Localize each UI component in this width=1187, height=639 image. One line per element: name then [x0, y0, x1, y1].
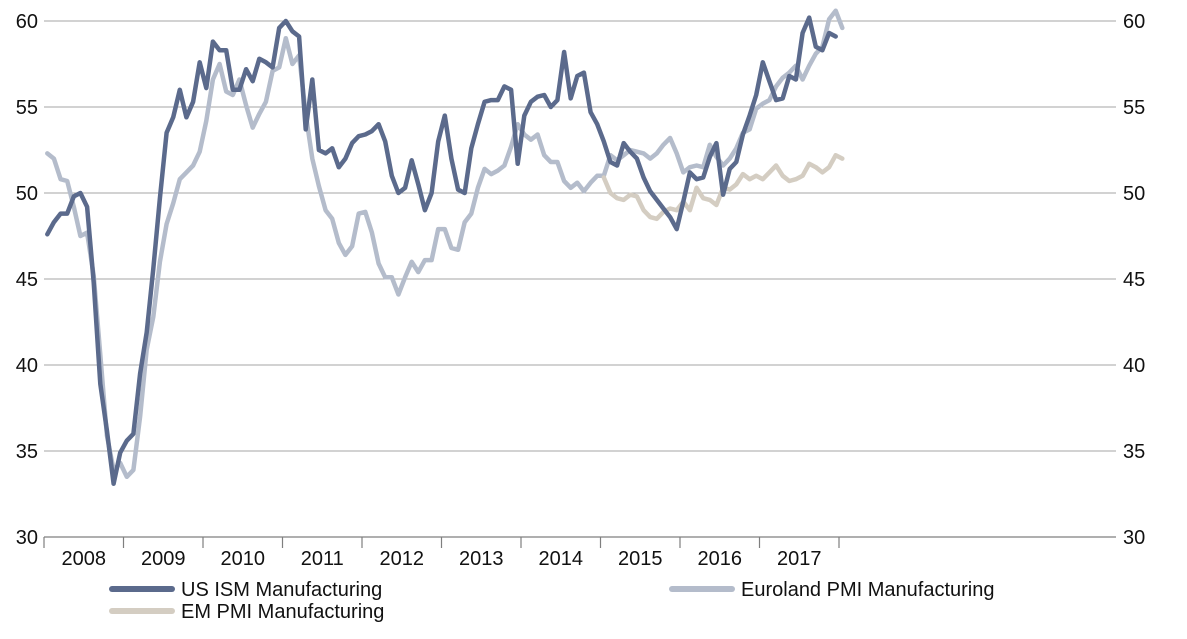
- x-tick-label: 2010: [221, 548, 266, 570]
- legend-item-em-pmi: EM PMI Manufacturing: [109, 601, 384, 623]
- x-tick-label: 2016: [698, 548, 743, 570]
- gridlines: [44, 20, 1116, 452]
- x-tick-label: 2009: [141, 548, 186, 570]
- x-tick-label: 2015: [618, 548, 663, 570]
- x-axis: [43, 536, 1116, 548]
- x-tick-label: 2013: [459, 548, 504, 570]
- legend-label-em-pmi: EM PMI Manufacturing: [181, 601, 384, 623]
- y-tick-label-left: 45: [16, 269, 38, 291]
- y-tick-label-right: 55: [1123, 97, 1145, 119]
- x-axis-labels: 2008 2009 2010 2011 2012 2013 2014 2015 2016 2017: [62, 548, 822, 570]
- y-tick-label-right: 30: [1123, 527, 1145, 549]
- legend-item-us-ism: US ISM Manufacturing: [109, 579, 382, 601]
- legend-label-us-ism: US ISM Manufacturing: [181, 579, 382, 601]
- y-tick-label-left: 50: [16, 183, 38, 205]
- y-tick-label-right: 45: [1123, 269, 1145, 291]
- y-tick-label-left: 40: [16, 355, 38, 377]
- series-euroland-pmi-line: [45, 8, 845, 480]
- x-tick-label: 2011: [301, 548, 344, 570]
- y-tick-label-left: 30: [16, 527, 38, 549]
- y-tick-label-left: 55: [16, 97, 38, 119]
- y-axis-left-labels: 30 35 40 45 50 55 60: [16, 11, 38, 549]
- y-axis-right-labels: 30 35 40 45 50 55 60: [1123, 11, 1145, 549]
- y-tick-label-right: 35: [1123, 441, 1145, 463]
- x-tick-label: 2017: [777, 548, 822, 570]
- legend-label-euroland-pmi: Euroland PMI Manufacturing: [741, 579, 994, 601]
- legend: US ISM Manufacturing Euroland PMI Manufa…: [109, 579, 994, 623]
- x-tick-label: 2014: [539, 548, 584, 570]
- y-tick-label-right: 60: [1123, 11, 1145, 33]
- legend-item-euroland-pmi: Euroland PMI Manufacturing: [669, 579, 994, 601]
- y-tick-label-left: 60: [16, 11, 38, 33]
- y-tick-label-left: 35: [16, 441, 38, 463]
- series-lines: [45, 8, 845, 486]
- series-us-ism-line: [45, 15, 838, 486]
- y-tick-label-right: 40: [1123, 355, 1145, 377]
- x-tick-label: 2012: [380, 548, 425, 570]
- y-tick-label-right: 50: [1123, 183, 1145, 205]
- x-tick-label: 2008: [62, 548, 107, 570]
